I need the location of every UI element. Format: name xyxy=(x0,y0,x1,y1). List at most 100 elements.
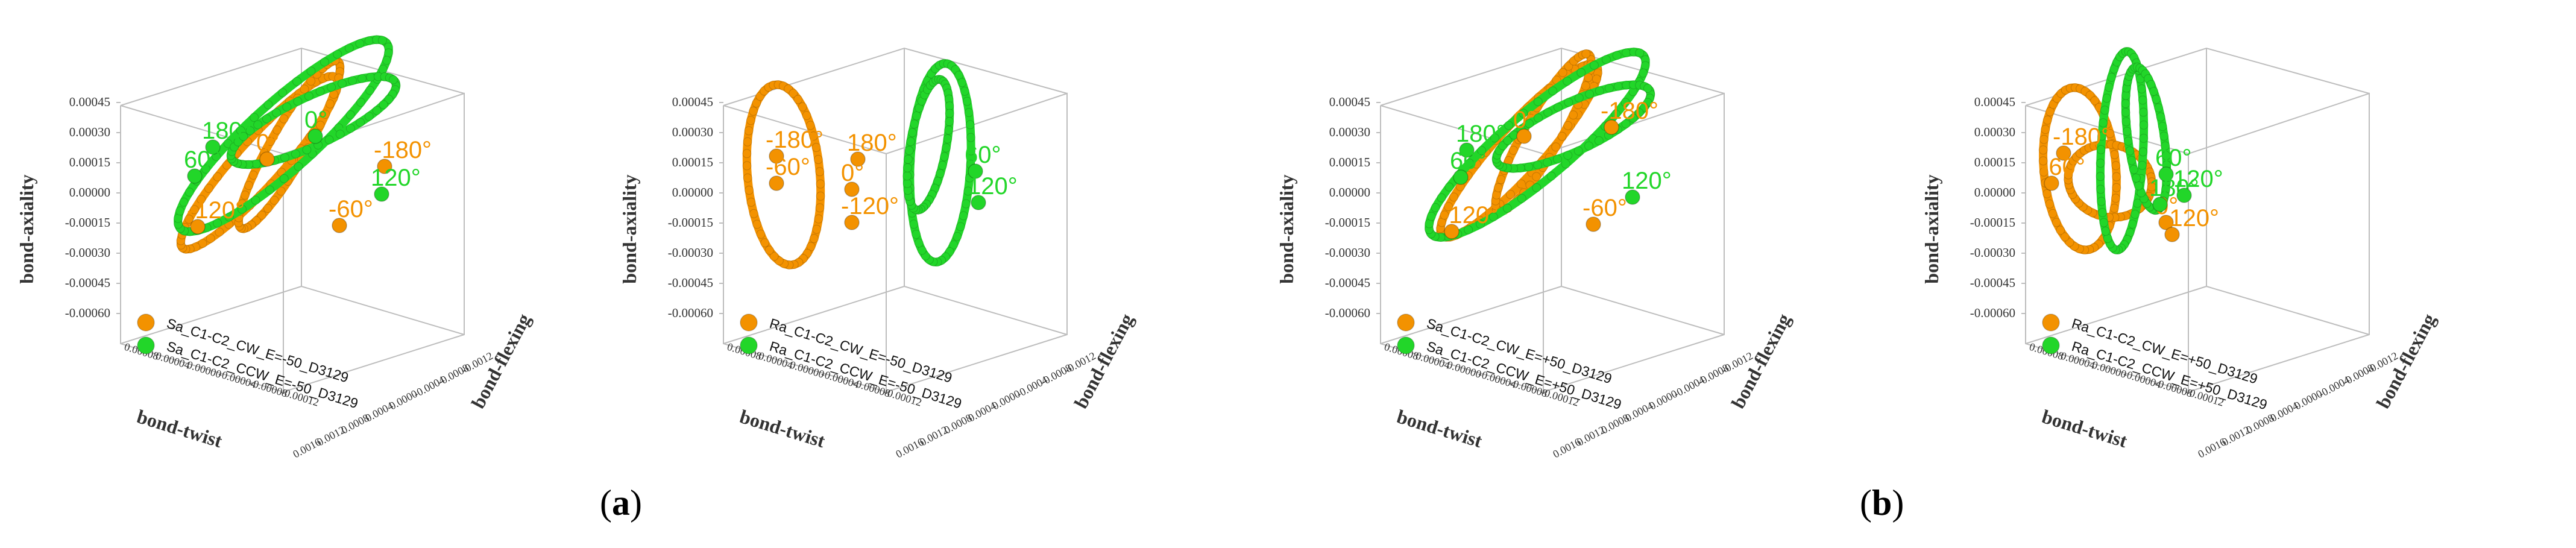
ccw-trajectory-point xyxy=(1464,225,1473,235)
ccw-trajectory-point xyxy=(364,36,374,46)
z-tick-label: 0.00015 xyxy=(69,155,110,169)
ccw-trajectory-point xyxy=(912,230,921,239)
trajectories xyxy=(742,58,976,269)
z-tick-label: 0.00015 xyxy=(672,155,713,169)
ccw-trajectory-point xyxy=(320,57,329,67)
ccw-trajectory-point xyxy=(907,128,917,137)
z-axis-title: bond-axiality xyxy=(619,174,640,283)
cw-trajectory-point xyxy=(2039,167,2049,177)
ccw-trajectory-point xyxy=(384,48,394,58)
frame-floor-left xyxy=(2025,286,2207,344)
cw-trajectory-point xyxy=(811,143,821,153)
cw-angle-marker xyxy=(2044,175,2059,191)
ccw-trajectory-point xyxy=(1517,194,1526,203)
ccw-angle-marker xyxy=(205,139,221,155)
ccw-trajectory-point xyxy=(2138,95,2147,105)
z-axis-title: bond-axiality xyxy=(16,174,37,283)
ccw-angle-label: 120° xyxy=(1622,168,1672,194)
ccw-trajectory-point xyxy=(1604,83,1614,93)
panel-label-b-close: ) xyxy=(1892,483,1904,523)
ccw-trajectory-point xyxy=(377,36,387,45)
cw-trajectory-point xyxy=(2042,115,2052,125)
ccw-trajectory-point xyxy=(1532,183,1542,192)
ccw-trajectory-point xyxy=(1584,141,1594,151)
cw-trajectory-point xyxy=(190,205,200,215)
ccw-trajectory-point xyxy=(1476,219,1485,229)
ccw-trajectory-point xyxy=(291,149,300,159)
cw-angle-label: -60° xyxy=(329,196,373,222)
cw-angle-label: -120° xyxy=(841,193,899,219)
ccw-trajectory-point xyxy=(1563,151,1573,160)
ccw-trajectory-point xyxy=(245,126,255,136)
ccw-trajectory-point xyxy=(1595,86,1604,96)
ccw-trajectory-point xyxy=(1548,86,1558,96)
cw-trajectory-point xyxy=(1581,81,1590,90)
ccw-trajectory-point xyxy=(1444,182,1454,192)
ccw-trajectory-point xyxy=(1519,109,1528,118)
frame-front-right-wall xyxy=(283,92,465,392)
ccw-trajectory-point xyxy=(956,222,965,231)
ccw-trajectory-point xyxy=(1563,77,1572,86)
cw-trajectory-point xyxy=(805,121,815,130)
panel-label-a-close: ) xyxy=(629,483,642,523)
ccw-trajectory-point xyxy=(294,162,303,171)
ccw-trajectory-point xyxy=(904,146,914,156)
ccw-trajectory-point xyxy=(2125,146,2135,156)
ccw-trajectory-point xyxy=(293,96,303,106)
ccw-trajectory-point xyxy=(2152,95,2161,104)
x-axis-title: bond-twist xyxy=(1394,405,1485,452)
ccw-trajectory-point xyxy=(1589,60,1599,70)
ccw-trajectory-point xyxy=(304,92,313,101)
ccw-trajectory-point xyxy=(2096,159,2105,168)
cw-trajectory-point xyxy=(798,102,807,112)
z-tick-label: -0.00045 xyxy=(668,276,713,290)
cw-trajectory-point xyxy=(745,185,754,195)
ccw-trajectory-point xyxy=(2137,160,2147,170)
cw-trajectory-point xyxy=(752,219,762,229)
cw-trajectory-point xyxy=(769,251,779,261)
ccw-trajectory-point xyxy=(1426,212,1436,221)
z-tick-label: -0.00030 xyxy=(65,245,110,260)
panel-label-a-letter: a xyxy=(611,483,630,523)
cw-angle-label: -60° xyxy=(2041,154,2085,180)
cw-trajectory-point xyxy=(793,95,803,104)
ccw-trajectory-loop-4 xyxy=(1491,80,1655,173)
ccw-trajectory-loop-3 xyxy=(902,75,954,215)
z-tick-label: 0.00015 xyxy=(1329,155,1370,169)
cw-angle-marker xyxy=(332,218,347,233)
cw-trajectory-point xyxy=(1584,73,1593,83)
ccw-trajectory-point xyxy=(945,117,954,127)
cw-trajectory-point xyxy=(2060,232,2070,242)
ccw-trajectory-point xyxy=(292,77,302,86)
frame-front-right-wall xyxy=(886,92,1068,392)
ccw-trajectory-point xyxy=(2100,106,2109,115)
ccw-trajectory-point xyxy=(2097,197,2106,206)
cw-trajectory-point xyxy=(215,227,224,237)
cw-trajectory-point xyxy=(743,173,752,183)
frame-top-back xyxy=(723,47,1068,106)
ccw-trajectory-point xyxy=(379,100,388,110)
frame-floor-right xyxy=(301,286,465,335)
ccw-trajectory-point xyxy=(184,187,194,197)
z-tick-label: -0.00030 xyxy=(1325,245,1370,260)
cw-trajectory-point xyxy=(248,170,258,180)
cw-trajectory-point xyxy=(742,161,752,171)
cw-angle-marker xyxy=(850,151,866,167)
cw-angle-label: -180° xyxy=(1601,98,1658,124)
panel-label-b-open: ( xyxy=(1860,483,1872,523)
cw-trajectory-point xyxy=(2111,194,2120,203)
cw-trajectory-point xyxy=(272,125,282,135)
ccw-trajectory-point xyxy=(1594,136,1604,145)
cw-trajectory-point xyxy=(321,110,330,119)
z-tick-label: 0.00030 xyxy=(1974,125,2015,139)
cw-angle-label: -60° xyxy=(766,154,810,180)
ccw-angle-marker xyxy=(2176,187,2192,203)
ccw-trajectory-point xyxy=(338,79,347,89)
ccw-trajectory-point xyxy=(953,231,962,241)
ccw-trajectory-point xyxy=(272,108,282,118)
ccw-trajectory-point xyxy=(2121,117,2131,127)
cw-trajectory-point xyxy=(2052,218,2061,227)
ccw-trajectory-point xyxy=(965,120,975,130)
cw-angle-marker xyxy=(769,175,784,191)
panel-label-b-letter: b xyxy=(1871,483,1892,523)
